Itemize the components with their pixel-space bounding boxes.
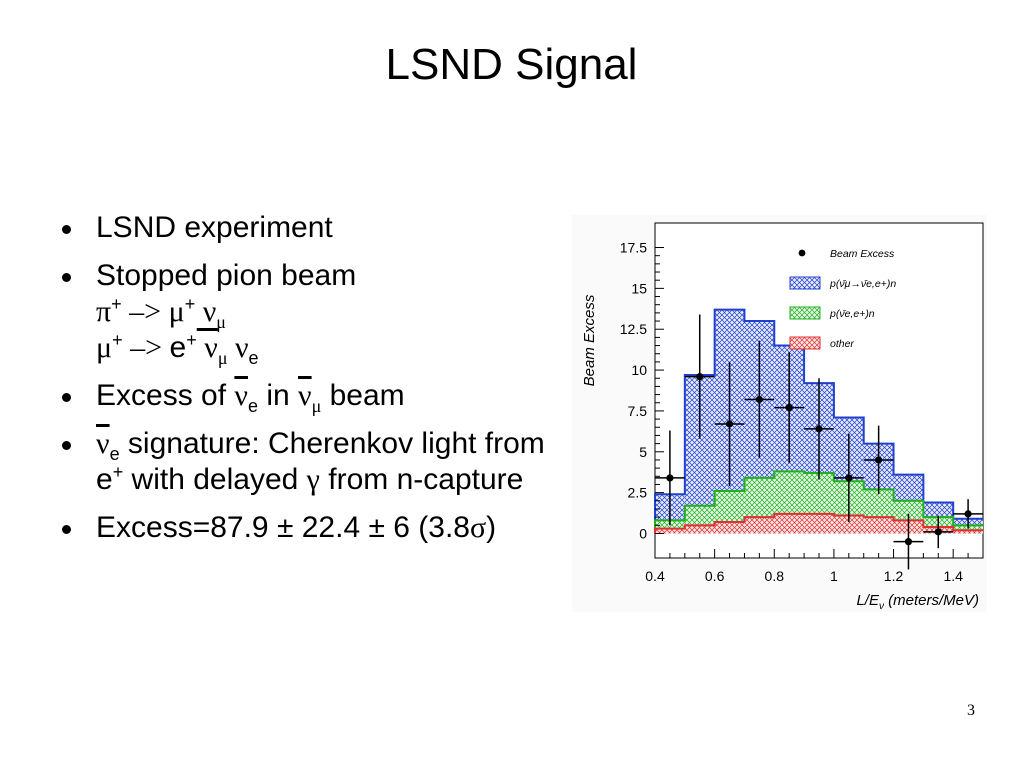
data-point bbox=[875, 456, 883, 464]
bullet-text: Stopped pion beam bbox=[96, 259, 357, 292]
bullet-dot-icon bbox=[62, 441, 71, 450]
data-point bbox=[666, 474, 674, 482]
x-tick-label: 1 bbox=[830, 568, 838, 584]
green-stack-bar bbox=[893, 500, 924, 521]
legend-label: Beam Excess bbox=[830, 248, 895, 260]
green-stack-bar bbox=[744, 477, 775, 518]
y-tick-label: 17.5 bbox=[620, 240, 647, 256]
legend-swatch bbox=[789, 306, 821, 320]
other-stack-bar bbox=[714, 522, 745, 534]
muon-decay-equation: μ+ –> e+ νμ νe bbox=[96, 330, 259, 368]
data-point bbox=[934, 528, 942, 536]
page-number: 3 bbox=[967, 702, 975, 719]
y-tick-label: 10 bbox=[631, 362, 647, 378]
other-stack-outline bbox=[654, 512, 983, 534]
bullet-dot-icon bbox=[62, 525, 71, 534]
x-tick-label: 1.4 bbox=[943, 568, 963, 584]
y-tick-label: 15 bbox=[631, 280, 647, 296]
green-stack-bar bbox=[804, 473, 834, 514]
x-axis-label: L/Eν (meters/MeV) bbox=[856, 592, 979, 612]
bullet-excess-value: Excess=87.9 ± 22.4 ± 6 (3.8σ) bbox=[62, 510, 572, 546]
bullet-list: LSND experiment Stopped pion beam π+ –> … bbox=[62, 210, 572, 558]
beam-excess-chart: 0 2.5 5 7.5 10 12.5 15 17.5 0.4 0.6 0.8 1 1.2 1.4 Beam… bbox=[581, 222, 984, 612]
y-tick-label: 2.5 bbox=[628, 485, 648, 501]
other-stack-bar bbox=[655, 528, 685, 534]
legend-swatch bbox=[789, 276, 821, 290]
x-tick-label: 1.2 bbox=[884, 568, 904, 584]
other-stack-bar bbox=[863, 517, 894, 534]
data-point bbox=[964, 510, 972, 518]
y-axis-label: Beam Excess bbox=[581, 294, 598, 386]
bullet-lsnd-experiment: LSND experiment bbox=[62, 210, 572, 246]
data-point bbox=[845, 474, 853, 482]
legend-label: other bbox=[830, 338, 854, 350]
y-tick-label: 7.5 bbox=[628, 403, 648, 419]
other-stack-bar bbox=[774, 513, 805, 534]
green-stack-bar bbox=[774, 471, 805, 514]
data-point bbox=[785, 404, 793, 412]
bullet-text: LSND experiment bbox=[96, 211, 333, 244]
bullet-signature: νe signature: Cherenkov light from e+ wi… bbox=[62, 426, 572, 498]
x-tick-label: 0.8 bbox=[765, 568, 785, 584]
other-stack-bar bbox=[744, 517, 775, 534]
other-stack-bar bbox=[953, 530, 983, 534]
blue-stack-outline bbox=[654, 308, 983, 521]
green-stack-outline bbox=[654, 470, 983, 529]
pion-decay-equation: π+ –> μ+ νμ bbox=[96, 294, 226, 332]
legend-marker bbox=[798, 249, 806, 257]
green-stack-bar bbox=[714, 491, 745, 523]
data-point bbox=[815, 425, 823, 433]
green-stack-bar bbox=[684, 505, 715, 526]
legend-label: p(ν̄e,e+)n bbox=[829, 308, 875, 320]
blue-stack-bar bbox=[893, 474, 924, 501]
other-stack-bar bbox=[804, 513, 834, 534]
other-stack-bar bbox=[833, 515, 864, 534]
legend-label: p(ν̄μ→ν̄e,e+)n bbox=[829, 278, 896, 290]
bullet-dot-icon bbox=[62, 225, 71, 234]
y-tick-label: 12.5 bbox=[620, 321, 647, 337]
bullet-dot-icon bbox=[62, 273, 71, 282]
slide-title: LSND Signal bbox=[385, 40, 638, 89]
data-point bbox=[904, 538, 913, 546]
legend-swatch bbox=[789, 336, 821, 350]
other-stack-bar bbox=[684, 525, 715, 534]
y-tick-label: 0 bbox=[639, 525, 647, 541]
data-point bbox=[755, 395, 763, 404]
bullet-excess-nue: Excess of νe in νμ beam bbox=[62, 378, 572, 415]
x-tick-label: 0.4 bbox=[645, 568, 665, 584]
bullet-stopped-pion-beam: Stopped pion beam π+ –> μ+ νμ μ+ –> e+ ν… bbox=[62, 258, 572, 368]
blue-stack-bar bbox=[923, 502, 954, 518]
data-point bbox=[696, 373, 704, 381]
y-tick-label: 5 bbox=[639, 444, 647, 460]
beam-excess-figure: 0 2.5 5 7.5 10 12.5 15 17.5 0.4 0.6 0.8 1 1.2 1.4 Beam… bbox=[572, 215, 987, 612]
bullet-dot-icon bbox=[62, 393, 71, 402]
x-tick-label: 0.6 bbox=[705, 568, 725, 584]
data-point bbox=[725, 420, 734, 428]
